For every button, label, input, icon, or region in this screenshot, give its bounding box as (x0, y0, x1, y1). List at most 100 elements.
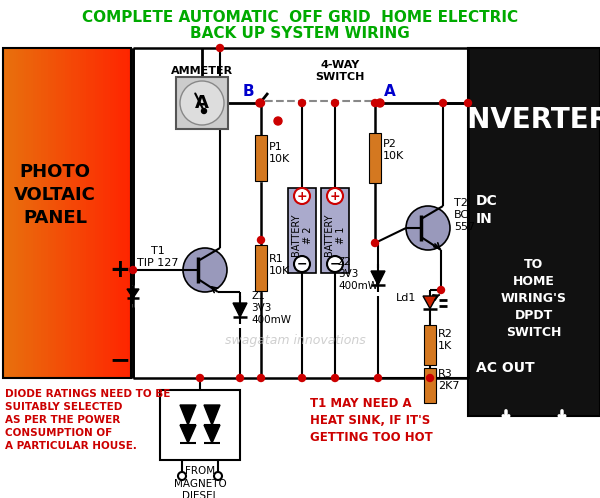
Circle shape (257, 100, 265, 107)
Bar (3, 48, 131, 378)
Circle shape (236, 374, 244, 381)
Text: BATTERY
# 2: BATTERY # 2 (291, 214, 313, 256)
Circle shape (406, 206, 450, 250)
Bar (33, 48, 35, 378)
Text: R3
2K7: R3 2K7 (438, 369, 460, 391)
Bar (63, 48, 65, 378)
Polygon shape (180, 425, 196, 443)
Bar (31, 48, 33, 378)
Polygon shape (180, 405, 196, 425)
Bar (25, 48, 26, 378)
Circle shape (217, 44, 223, 51)
Bar (37, 48, 39, 378)
Bar (76, 48, 77, 378)
Circle shape (130, 266, 137, 273)
Circle shape (294, 188, 310, 204)
Circle shape (331, 374, 338, 381)
Text: FROM
MAGNETO
DIESEL
GENERATOR: FROM MAGNETO DIESEL GENERATOR (168, 467, 232, 498)
Bar (20, 48, 22, 378)
Bar (54, 48, 56, 378)
Text: −: − (330, 257, 340, 270)
Polygon shape (204, 425, 220, 443)
Polygon shape (423, 296, 437, 309)
Text: −: − (110, 348, 131, 372)
Polygon shape (233, 303, 247, 317)
Circle shape (256, 99, 264, 107)
Circle shape (437, 286, 445, 293)
Circle shape (183, 248, 227, 292)
Bar (29, 48, 31, 378)
Circle shape (202, 109, 206, 114)
Bar (107, 48, 110, 378)
Text: TO
HOME
WIRING'S
DPDT
SWITCH: TO HOME WIRING'S DPDT SWITCH (501, 257, 567, 339)
Text: A: A (384, 84, 396, 99)
Text: R1
10K: R1 10K (269, 254, 290, 276)
Text: B: B (242, 84, 254, 99)
Circle shape (331, 100, 338, 107)
Bar (16, 48, 18, 378)
Text: Z1
3V3
400mW: Z1 3V3 400mW (251, 291, 291, 325)
Text: swagatam innovations: swagatam innovations (224, 334, 365, 347)
Bar (67, 48, 69, 378)
Bar (80, 48, 82, 378)
Bar (39, 48, 41, 378)
Bar (103, 48, 106, 378)
Bar (22, 48, 25, 378)
Bar (160, 390, 240, 460)
Bar (369, 133, 381, 183)
Bar (121, 48, 122, 378)
Bar (10, 48, 11, 378)
Circle shape (299, 374, 305, 381)
Circle shape (371, 100, 379, 107)
Circle shape (180, 81, 224, 125)
Text: +: + (329, 190, 340, 203)
Bar (424, 368, 436, 402)
Circle shape (427, 374, 433, 381)
Bar (91, 48, 92, 378)
Bar (110, 48, 112, 378)
Bar (50, 48, 52, 378)
Circle shape (214, 472, 222, 480)
Text: A: A (195, 94, 209, 112)
Text: Z2
3V3
400mW: Z2 3V3 400mW (338, 257, 378, 291)
Bar (88, 48, 91, 378)
Text: T1 MAY NEED A
HEAT SINK, IF IT'S
GETTING TOO HOT: T1 MAY NEED A HEAT SINK, IF IT'S GETTING… (310, 396, 433, 444)
Bar (52, 48, 54, 378)
Bar (255, 245, 267, 291)
Circle shape (257, 237, 265, 244)
Bar (468, 48, 600, 416)
Circle shape (371, 240, 379, 247)
Bar (77, 48, 80, 378)
Bar (321, 188, 349, 272)
Circle shape (374, 374, 382, 381)
Bar (127, 48, 129, 378)
Bar (41, 48, 44, 378)
Bar (58, 48, 61, 378)
Circle shape (439, 100, 446, 107)
Text: 4-WAY
SWITCH: 4-WAY SWITCH (316, 60, 365, 82)
Bar (84, 48, 86, 378)
Polygon shape (127, 289, 139, 298)
Bar (69, 48, 71, 378)
Text: INVERTER: INVERTER (458, 106, 600, 134)
Circle shape (327, 256, 343, 272)
Bar (112, 48, 114, 378)
Bar (46, 48, 48, 378)
Circle shape (197, 374, 203, 381)
Bar (424, 325, 436, 365)
Text: T2
BC
557: T2 BC 557 (454, 198, 475, 232)
Text: COMPLETE AUTOMATIC  OFF GRID  HOME ELECTRIC: COMPLETE AUTOMATIC OFF GRID HOME ELECTRI… (82, 9, 518, 24)
Bar (122, 48, 125, 378)
Bar (92, 48, 95, 378)
Bar (129, 48, 131, 378)
Bar (288, 188, 316, 272)
Bar (86, 48, 88, 378)
Bar (101, 48, 103, 378)
Polygon shape (371, 271, 385, 285)
Bar (125, 48, 127, 378)
Bar (61, 48, 63, 378)
Text: Ld1: Ld1 (396, 293, 416, 303)
Circle shape (376, 99, 384, 107)
Bar (44, 48, 46, 378)
Circle shape (327, 188, 343, 204)
